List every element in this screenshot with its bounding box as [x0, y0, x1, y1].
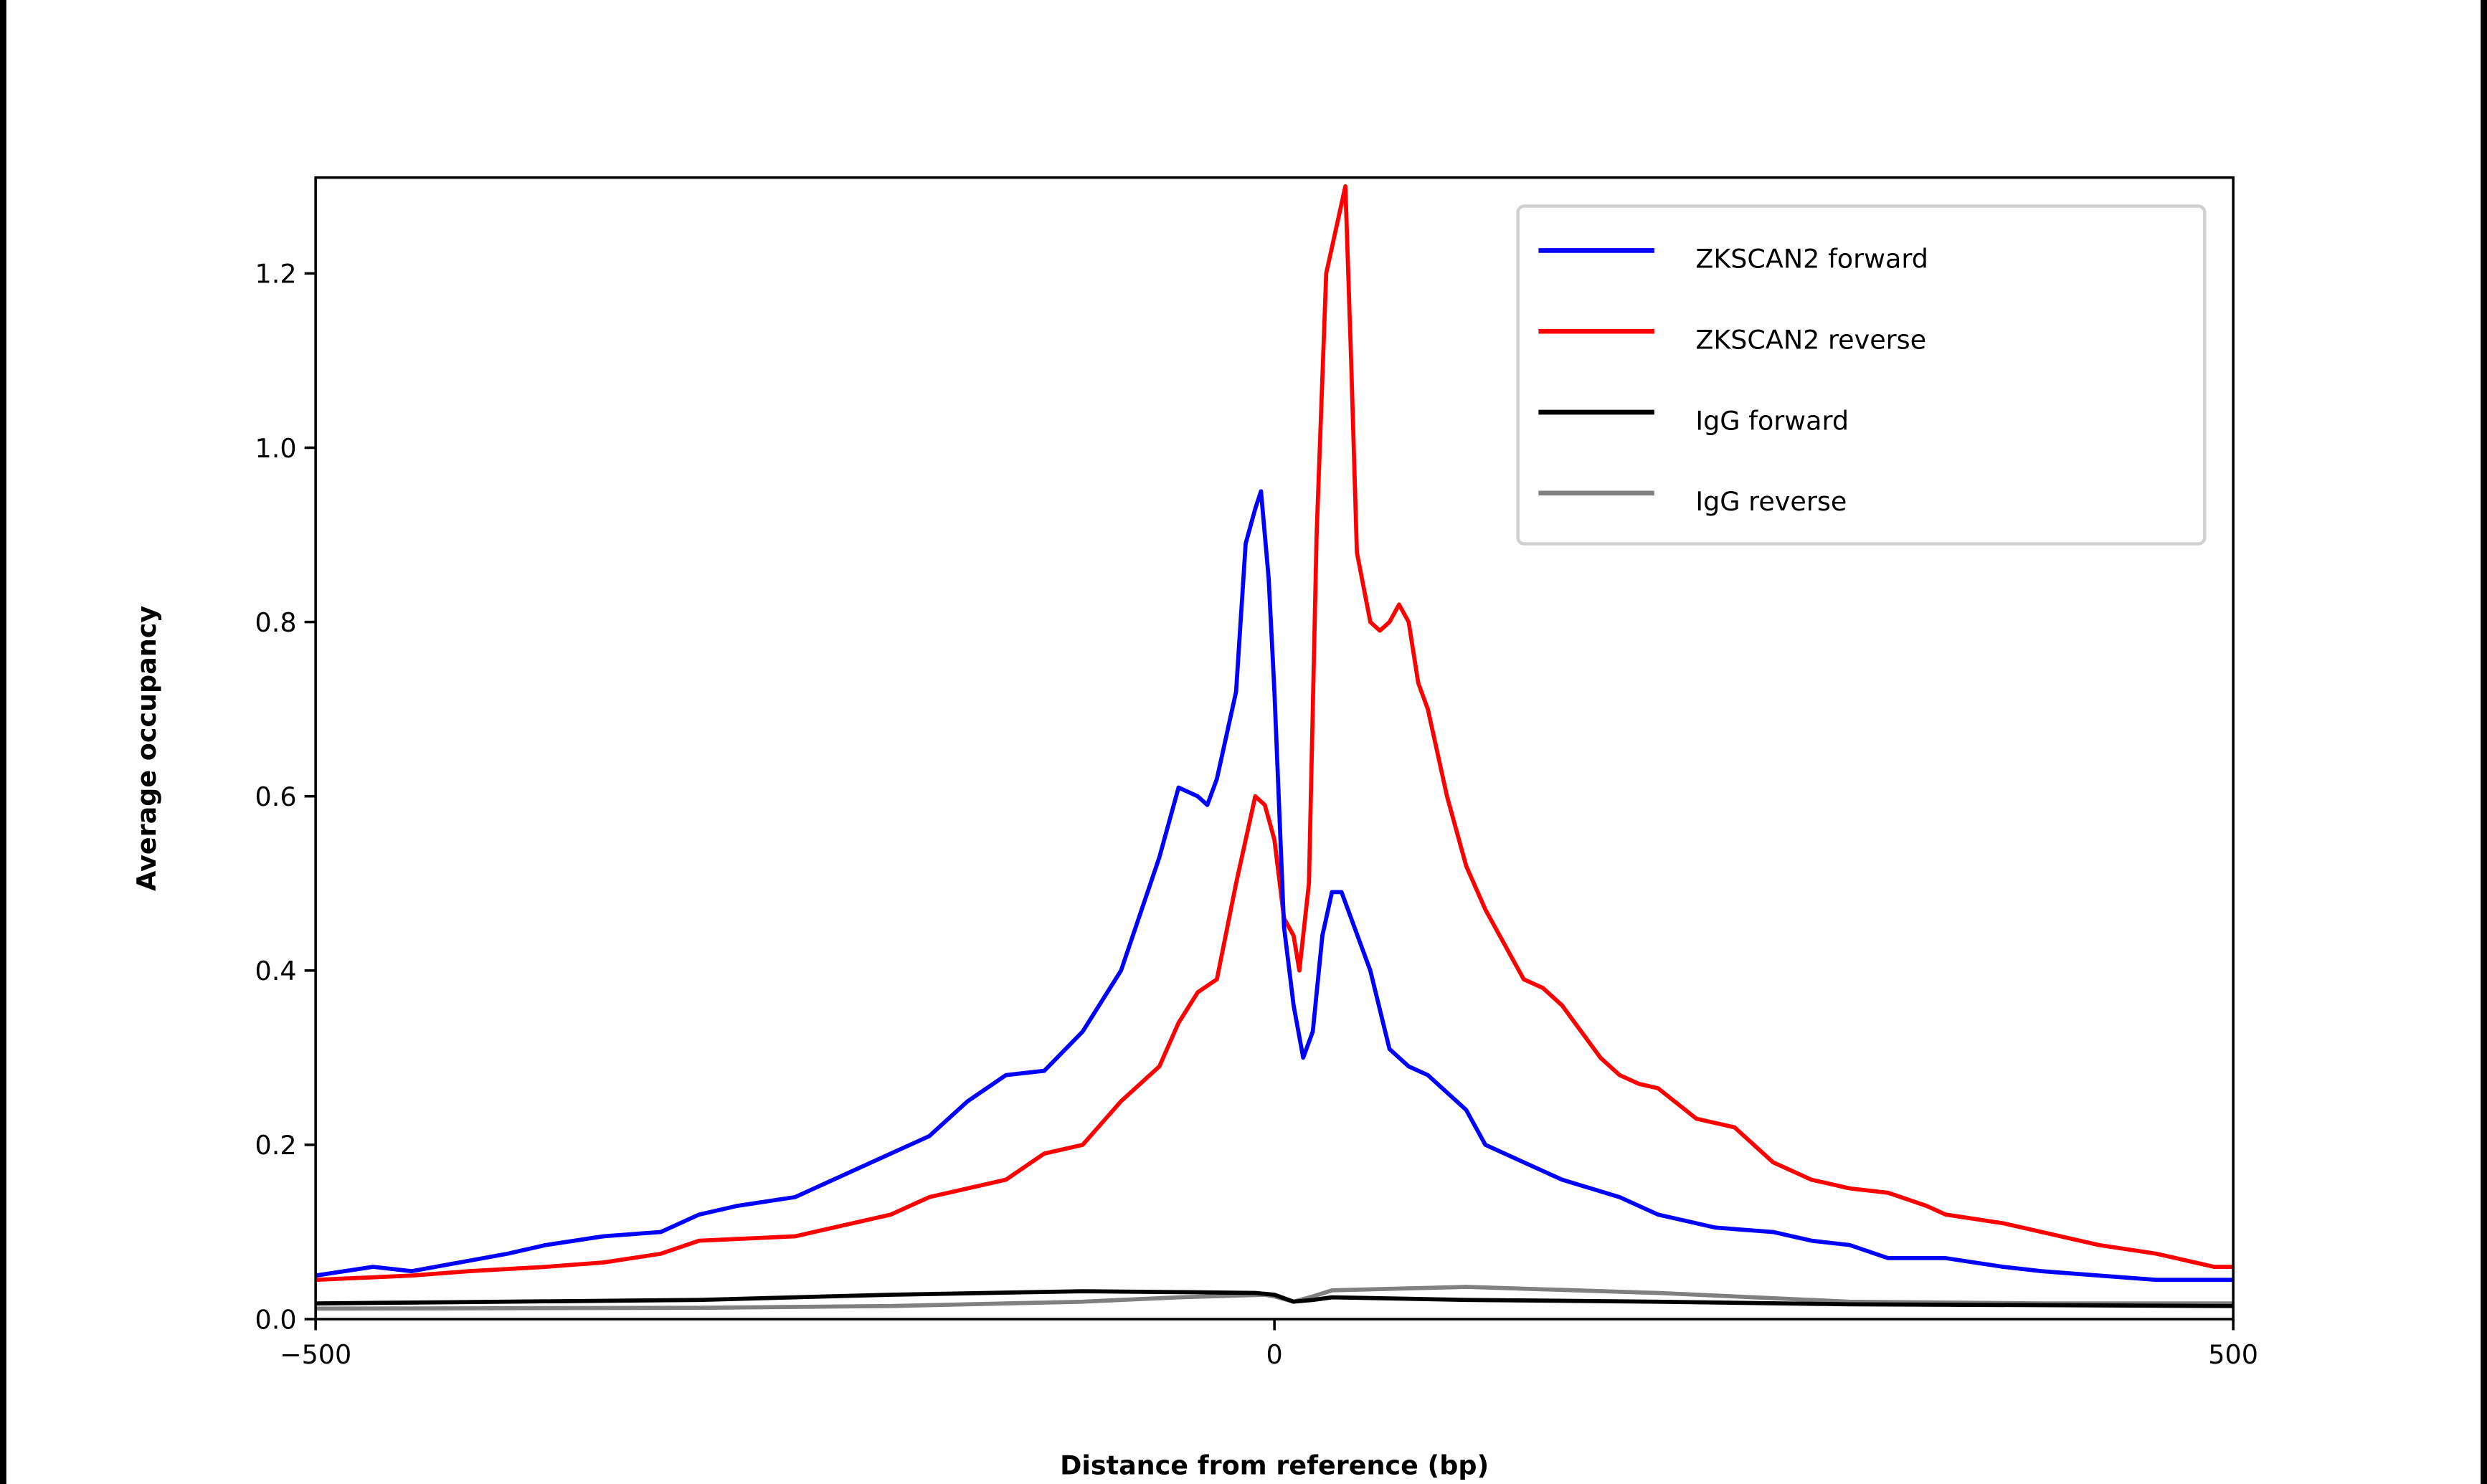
- x-tick-label: 500: [2208, 1339, 2258, 1370]
- x-axis-label: Distance from reference (bp): [1060, 1450, 1489, 1481]
- x-tick-label: −500: [280, 1339, 351, 1370]
- y-tick-label: 0.6: [255, 781, 297, 812]
- series-line-0: [315, 489, 2234, 1283]
- legend: ZKSCAN2 forward ZKSCAN2 reverse IgG forwar…: [1516, 204, 2207, 546]
- axis-ticks: −500 0 500 0.0 0.2 0.4 0.6 0.8 1.0 1.2: [255, 259, 2258, 1370]
- legend-label: IgG forward: [1695, 405, 1849, 436]
- legend-label: ZKSCAN2 forward: [1695, 244, 1928, 275]
- y-tick-label: 0.8: [255, 607, 297, 638]
- y-axis-label: Average occupancy: [131, 606, 162, 891]
- legend-label: ZKSCAN2 reverse: [1695, 325, 1926, 356]
- left-border: [0, 0, 6, 1484]
- y-tick-label: 1.0: [255, 433, 297, 464]
- legend-label: IgG reverse: [1695, 486, 1847, 517]
- y-tick-label: 1.2: [255, 259, 297, 290]
- legend-box: [1516, 204, 2207, 546]
- y-tick-label: 0.2: [255, 1130, 297, 1161]
- series-line-1: [316, 184, 2234, 1283]
- x-tick-label: 0: [1266, 1339, 1283, 1370]
- series-line-2: [316, 1289, 2234, 1308]
- y-tick-label: 0.4: [255, 956, 297, 986]
- right-border: [2481, 0, 2487, 1484]
- plot-lines: [315, 184, 2234, 1311]
- y-tick-label: 0.0: [255, 1304, 297, 1335]
